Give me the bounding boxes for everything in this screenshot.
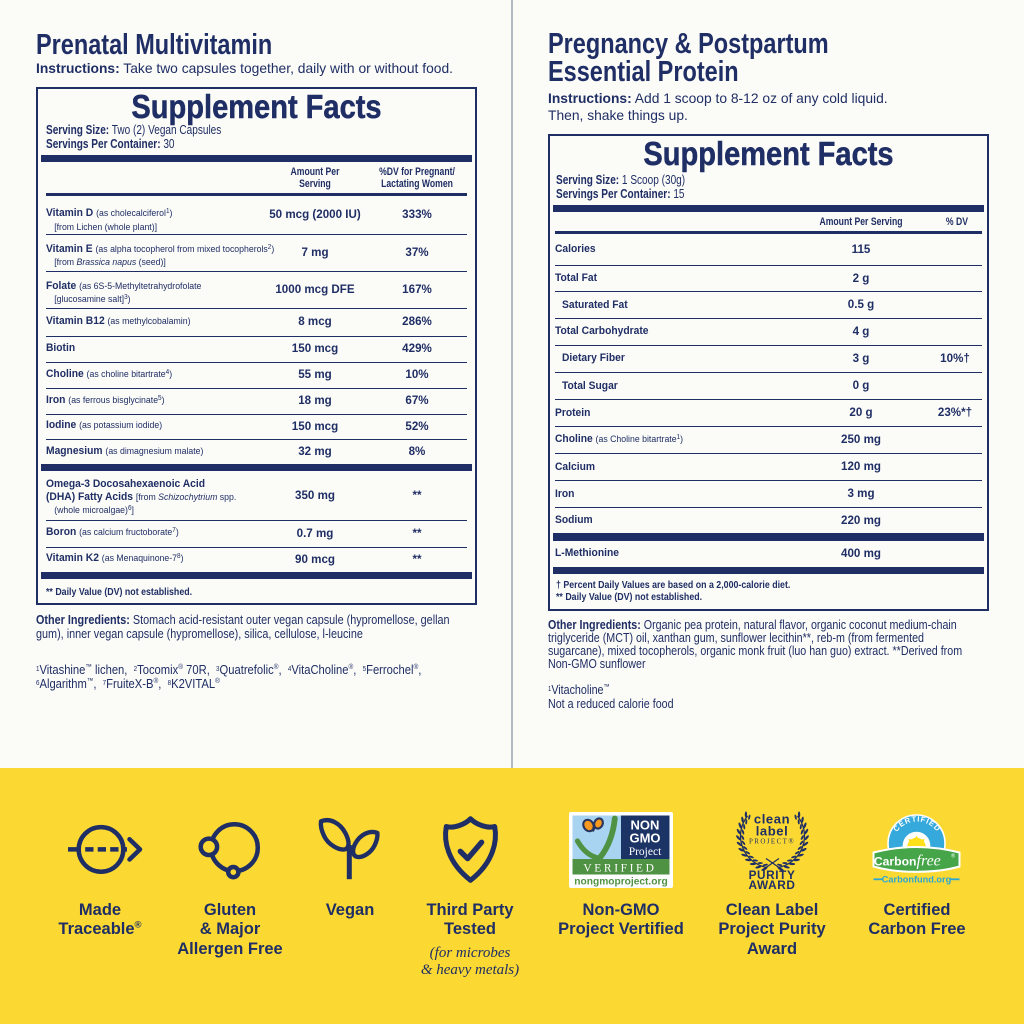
svg-text:PROJECT®: PROJECT® xyxy=(749,838,795,846)
svg-text:®: ® xyxy=(951,853,955,860)
svg-text:label: label xyxy=(756,824,789,839)
svg-text:nongmoproject.org: nongmoproject.org xyxy=(574,876,667,887)
svg-text:VERIFIED: VERIFIED xyxy=(583,863,656,875)
svg-text:Carbonfund.org: Carbonfund.org xyxy=(882,875,951,885)
svg-text:free: free xyxy=(917,852,941,869)
svg-text:Carbon: Carbon xyxy=(874,854,917,868)
svg-text:GMO: GMO xyxy=(629,831,660,846)
svg-text:Project: Project xyxy=(629,846,662,858)
svg-text:clean: clean xyxy=(754,812,790,827)
svg-text:PURITY: PURITY xyxy=(749,868,796,882)
svg-text:NON: NON xyxy=(631,818,660,833)
svg-text:AWARD: AWARD xyxy=(749,878,796,892)
